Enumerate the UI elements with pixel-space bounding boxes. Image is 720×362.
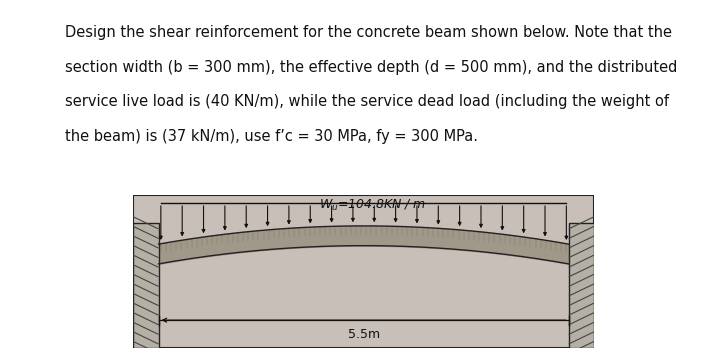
Text: section width (b = 300 mm), the effective depth (d = 500 mm), and the distribute: section width (b = 300 mm), the effectiv… (65, 60, 678, 75)
Text: $W_u$=104.8KN / m: $W_u$=104.8KN / m (319, 198, 426, 213)
Text: 5.5m: 5.5m (348, 328, 379, 341)
Text: Design the shear reinforcement for the concrete beam shown below. Note that the: Design the shear reinforcement for the c… (65, 25, 672, 40)
Text: the beam) is (37 kN/m), use fʼc = 30 MPa, fy = 300 MPa.: the beam) is (37 kN/m), use fʼc = 30 MPa… (65, 129, 478, 143)
Text: service live load is (40 KN/m), while the service dead load (including the weigh: service live load is (40 KN/m), while th… (65, 94, 669, 109)
Bar (569, 223, 594, 348)
Bar (133, 223, 158, 348)
